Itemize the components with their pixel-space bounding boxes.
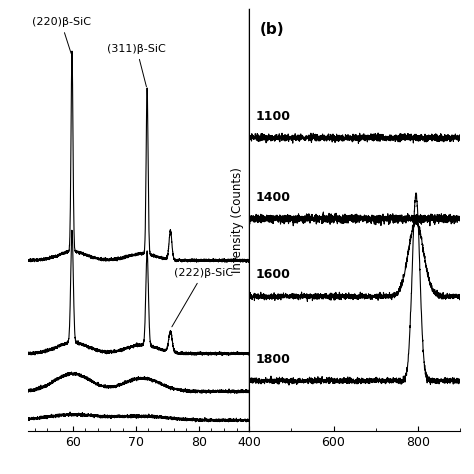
Text: 1800: 1800	[255, 353, 291, 365]
Text: 1600: 1600	[255, 268, 291, 281]
Y-axis label: Intensity (Counts): Intensity (Counts)	[231, 167, 244, 273]
Text: (b): (b)	[260, 22, 284, 37]
Text: 1100: 1100	[255, 109, 291, 123]
Text: (311)β-SiC: (311)β-SiC	[107, 44, 166, 87]
Text: (220)β-SiC: (220)β-SiC	[32, 17, 91, 54]
Text: (222)β-SiC: (222)β-SiC	[172, 268, 233, 327]
Text: 1400: 1400	[255, 191, 291, 203]
